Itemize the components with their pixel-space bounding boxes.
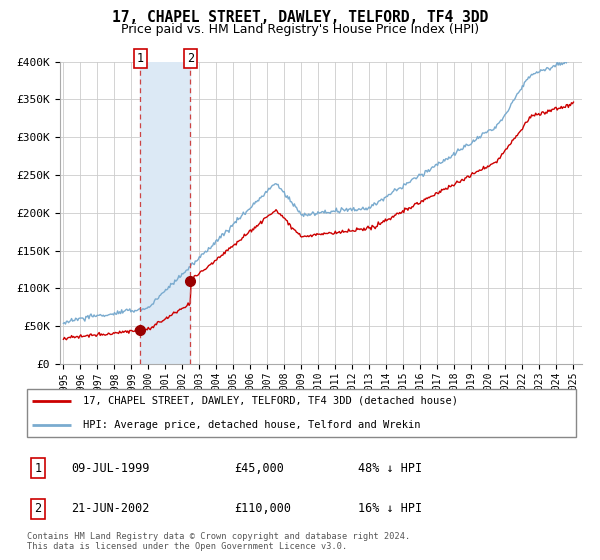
Text: Contains HM Land Registry data © Crown copyright and database right 2024.
This d: Contains HM Land Registry data © Crown c… [26, 531, 410, 551]
Text: £45,000: £45,000 [234, 462, 284, 475]
Text: 1: 1 [137, 52, 144, 66]
Text: Price paid vs. HM Land Registry's House Price Index (HPI): Price paid vs. HM Land Registry's House … [121, 23, 479, 36]
Text: 17, CHAPEL STREET, DAWLEY, TELFORD, TF4 3DD (detached house): 17, CHAPEL STREET, DAWLEY, TELFORD, TF4 … [83, 396, 458, 406]
Text: 48% ↓ HPI: 48% ↓ HPI [358, 462, 422, 475]
Text: HPI: Average price, detached house, Telford and Wrekin: HPI: Average price, detached house, Telf… [83, 420, 420, 430]
Text: 09-JUL-1999: 09-JUL-1999 [71, 462, 150, 475]
Text: £110,000: £110,000 [234, 502, 291, 515]
Text: 16% ↓ HPI: 16% ↓ HPI [358, 502, 422, 515]
Text: 21-JUN-2002: 21-JUN-2002 [71, 502, 150, 515]
Text: 17, CHAPEL STREET, DAWLEY, TELFORD, TF4 3DD: 17, CHAPEL STREET, DAWLEY, TELFORD, TF4 … [112, 11, 488, 25]
Text: 2: 2 [187, 52, 194, 66]
Bar [140, 62, 190, 364]
FancyBboxPatch shape [26, 389, 577, 437]
Text: 2: 2 [34, 502, 41, 515]
Text: 1: 1 [34, 462, 41, 475]
